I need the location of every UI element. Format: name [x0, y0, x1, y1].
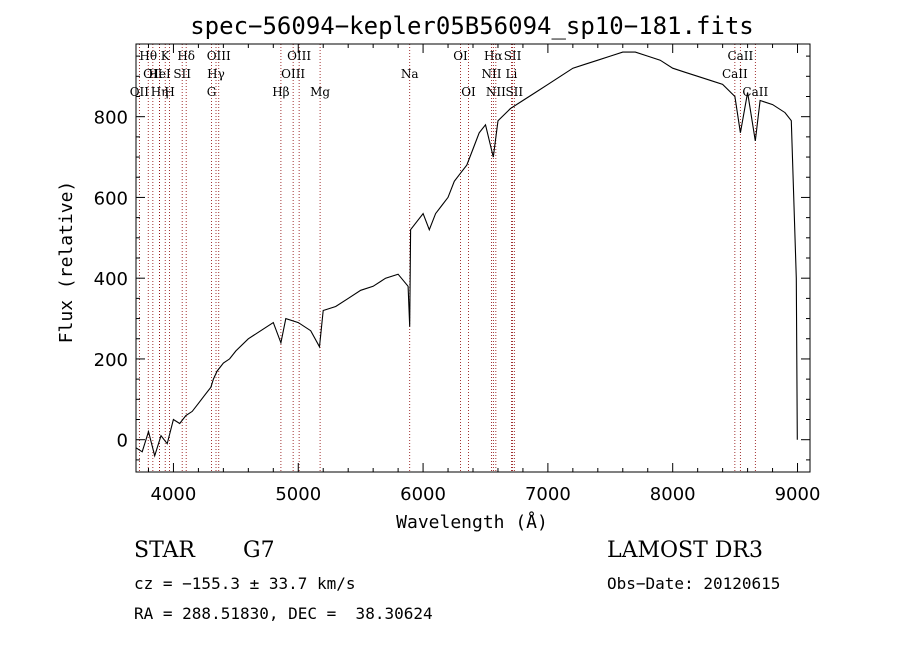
- y-axis-label: Flux (relative): [56, 181, 77, 344]
- chart-title: spec−56094−kepler05B56094_sp10−181.fits: [190, 12, 754, 40]
- line-label: Mg: [310, 85, 330, 99]
- line-label: NII: [486, 85, 506, 99]
- line-label: G: [207, 85, 217, 99]
- coordinates: RA = 288.51830, DEC = 38.30624: [134, 604, 433, 623]
- line-label: K: [161, 49, 171, 63]
- x-tick-label: 4000: [151, 484, 197, 505]
- plot-frame: [135, 43, 811, 473]
- line-label: CaII: [727, 49, 753, 63]
- line-label: Li: [506, 67, 518, 81]
- y-tick-label: 600: [94, 188, 128, 209]
- series-layer: [135, 51, 798, 458]
- line-label: OI: [461, 85, 476, 99]
- redshift-cz: cz = −155.3 ± 33.7 km/s: [134, 574, 356, 593]
- y-tick-label: 800: [94, 108, 128, 129]
- line-label: HeI: [148, 67, 171, 81]
- line-label: Na: [401, 67, 419, 81]
- series-line: [135, 51, 798, 458]
- axis-ticks: 4000 5000 6000 7000 8000 9000 0 200 400 600 800: [94, 44, 821, 505]
- line-label: Hγ: [207, 67, 225, 81]
- x-axis-label: Wavelength (Å): [396, 511, 548, 533]
- observation-date: Obs−Date: 20120615: [607, 574, 781, 593]
- line-label: OI: [453, 49, 468, 63]
- line-label: NII: [481, 67, 501, 81]
- line-label: CaII: [722, 67, 748, 81]
- line-label: SII: [504, 49, 522, 63]
- line-label: SII: [505, 85, 523, 99]
- x-tick-label: 9000: [775, 484, 821, 505]
- line-label: OIII: [287, 49, 311, 63]
- line-label: Hθ: [139, 49, 157, 63]
- y-tick-label: 400: [94, 269, 128, 290]
- line-label: OII: [130, 85, 150, 99]
- line-label: OIII: [207, 49, 231, 63]
- line-label: SII: [173, 67, 191, 81]
- x-tick-label: 7000: [525, 484, 571, 505]
- x-tick-label: 5000: [275, 484, 321, 505]
- line-label: CaII: [742, 85, 768, 99]
- line-label: H: [164, 85, 174, 99]
- line-label: OII: [143, 67, 163, 81]
- x-tick-label: 8000: [650, 484, 696, 505]
- spectral-subclass: G7: [243, 538, 275, 563]
- survey-name: LAMOST DR3: [607, 538, 763, 563]
- line-label: Hβ: [272, 85, 289, 99]
- object-type: STAR: [134, 538, 195, 563]
- y-tick-label: 0: [117, 431, 128, 452]
- line-label: Hδ: [177, 49, 195, 63]
- line-label: Hα: [484, 49, 503, 63]
- line-label: OIII: [281, 67, 305, 81]
- y-tick-label: 200: [94, 350, 128, 371]
- x-tick-label: 6000: [400, 484, 446, 505]
